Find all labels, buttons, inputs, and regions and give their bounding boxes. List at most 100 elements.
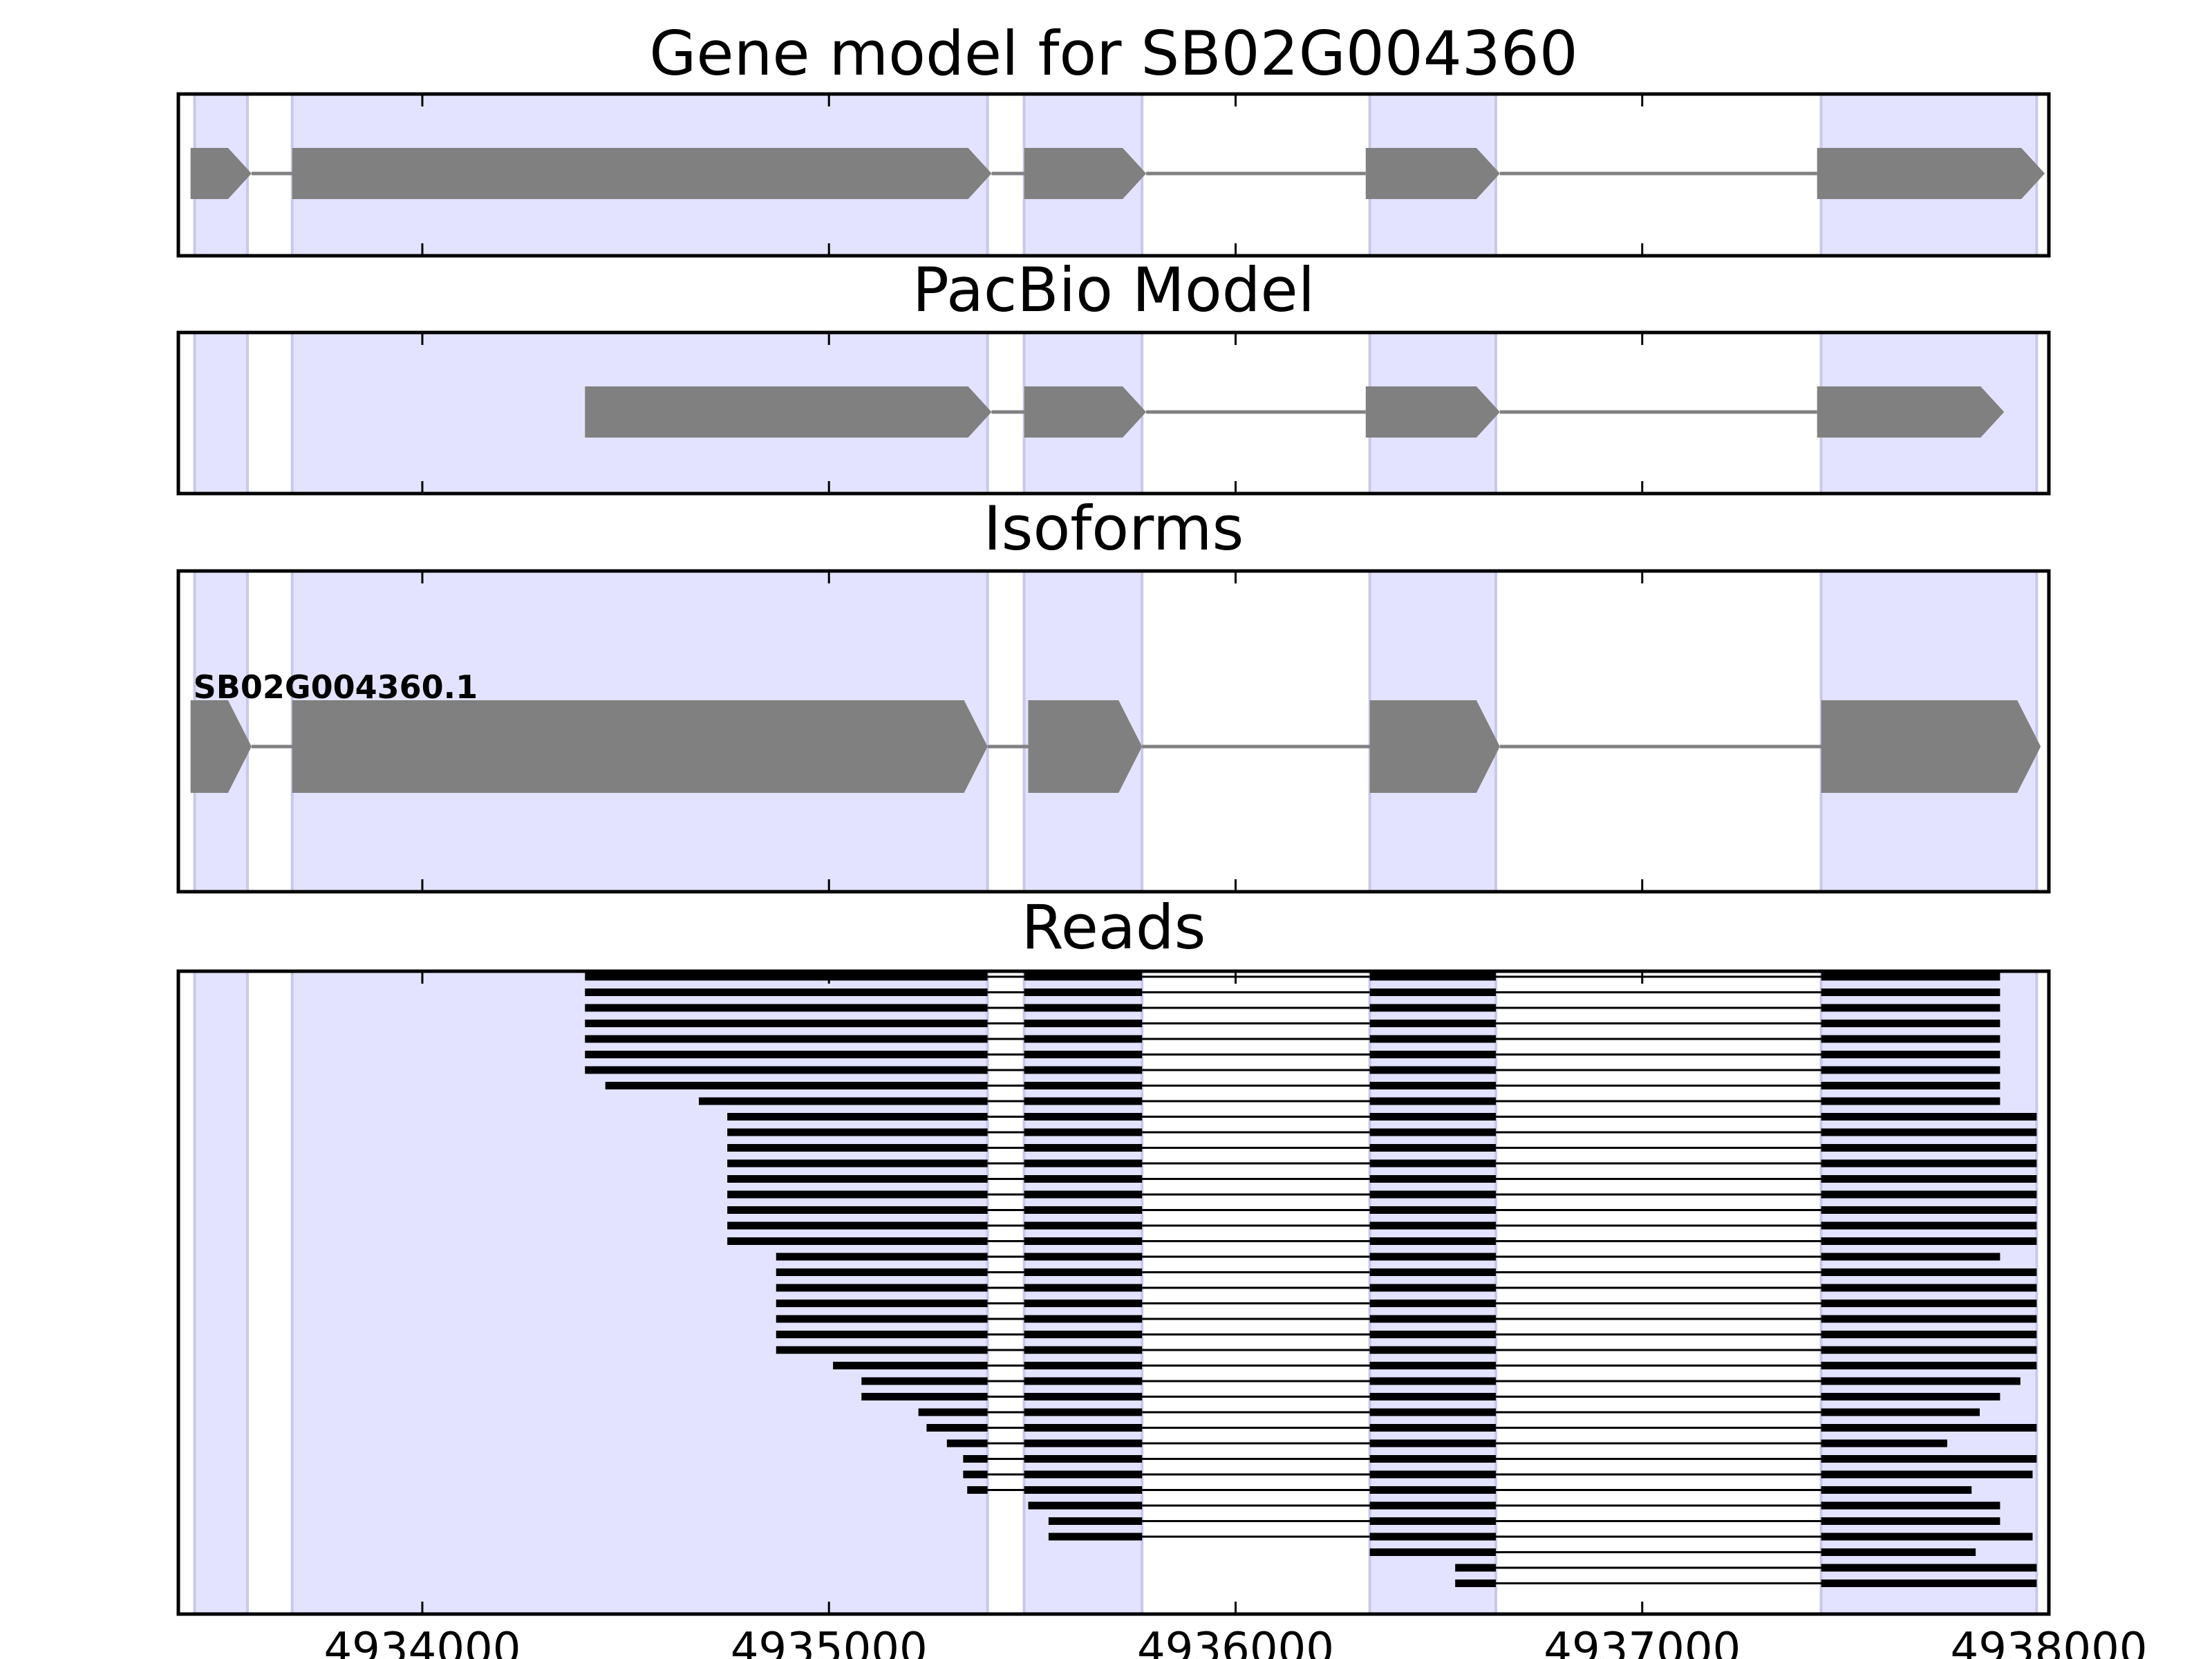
read-exon-block	[776, 1253, 988, 1261]
exon-arrow	[190, 148, 252, 199]
read-exon-block	[1821, 1408, 1980, 1416]
read-exon-block	[1024, 1408, 1143, 1416]
read-exon-block	[1369, 1082, 1496, 1089]
exon-arrow	[1028, 700, 1143, 793]
read-exon-block	[727, 1237, 988, 1245]
read-exon-block	[605, 1082, 988, 1089]
read-exon-block	[1369, 1268, 1496, 1276]
read-exon-block	[1821, 1066, 2000, 1074]
read-exon-block	[1369, 1035, 1496, 1043]
read-exon-block	[1821, 1315, 2037, 1323]
x-tick-label: 4934000	[324, 1624, 521, 1659]
panel-title: PacBio Model	[912, 254, 1315, 326]
read-exon-block	[1024, 1051, 1143, 1058]
read-row	[776, 1331, 2037, 1338]
read-exon-block	[585, 1020, 988, 1027]
read-exon-block	[1821, 1253, 2000, 1261]
read-row	[585, 1020, 2000, 1027]
exon-arrow	[585, 386, 992, 438]
read-exon-block	[1821, 1501, 2000, 1510]
read-exon-block	[1369, 1501, 1496, 1510]
read-row	[727, 1190, 2037, 1199]
read-exon-block	[1024, 1004, 1143, 1012]
read-exon-block	[1821, 1097, 2000, 1105]
exon-arrow	[190, 700, 252, 793]
read-exon-block	[1821, 1377, 2021, 1385]
read-exon-block	[585, 1004, 988, 1012]
read-exon-block	[1024, 1268, 1143, 1276]
read-row	[727, 1128, 2037, 1136]
read-exon-block	[1024, 1439, 1143, 1447]
read-row	[727, 1221, 2037, 1230]
read-exon-block	[727, 1159, 988, 1168]
read-exon-block	[1821, 1424, 2037, 1432]
read-row	[1048, 1517, 2000, 1525]
read-exon-block	[1369, 1221, 1496, 1230]
read-exon-block	[833, 1362, 988, 1369]
read-exon-block	[1821, 1144, 2037, 1152]
read-exon-block	[1369, 1051, 1496, 1058]
exon-region-band	[290, 970, 989, 1615]
read-exon-block	[1024, 1455, 1143, 1463]
read-row	[1028, 1501, 2000, 1510]
read-exon-block	[1821, 1564, 2037, 1572]
x-tick-label: 4938000	[1950, 1624, 2147, 1659]
read-exon-block	[1024, 1284, 1143, 1292]
read-exon-block	[1369, 1470, 1496, 1479]
read-exon-block	[963, 1470, 988, 1479]
read-exon-block	[918, 1408, 988, 1416]
read-exon-block	[585, 1051, 988, 1058]
read-row	[727, 1237, 2037, 1245]
read-exon-block	[1024, 1237, 1143, 1245]
read-exon-block	[1821, 1470, 2033, 1479]
read-exon-block	[1821, 1237, 2037, 1245]
read-exon-block	[1821, 1300, 2037, 1307]
isoform-label: SB02G004360.1	[194, 668, 478, 706]
read-row	[776, 1268, 2037, 1276]
read-exon-block	[1369, 1393, 1496, 1400]
panel-frame	[176, 330, 2051, 496]
read-exon-block	[1821, 1175, 2037, 1183]
read-exon-block	[1024, 1020, 1143, 1027]
panels-layer: Gene model for SB02G004360 PacBio Model Is…	[176, 18, 2148, 1659]
read-exon-block	[1821, 1548, 1976, 1556]
read-exon-block	[1821, 1004, 2000, 1012]
read-row	[585, 1051, 2000, 1058]
read-exon-block	[1369, 1175, 1496, 1183]
read-exon-block	[1369, 1237, 1496, 1245]
read-exon-block	[1024, 1486, 1143, 1494]
read-exon-block	[1028, 1501, 1143, 1510]
read-exon-block	[1024, 1082, 1143, 1089]
panel-title: Gene model for SB02G004360	[649, 18, 1578, 89]
exon-arrow	[1365, 386, 1500, 438]
read-exon-block	[1821, 1486, 1972, 1494]
read-exon-block	[727, 1113, 988, 1121]
panel-frame	[176, 569, 2051, 894]
read-exon-block	[585, 1066, 988, 1074]
read-exon-block	[1369, 1284, 1496, 1292]
read-exon-block	[1048, 1517, 1143, 1525]
read-row	[946, 1439, 1947, 1447]
panel-frame	[176, 92, 2051, 258]
x-tick-label: 4936000	[1137, 1624, 1334, 1659]
read-exon-block	[727, 1190, 988, 1199]
read-exon-block	[585, 1035, 988, 1043]
panel-3: Isoforms SB02G004360.1	[176, 493, 2051, 894]
read-row	[1455, 1580, 2037, 1587]
read-row	[967, 1486, 1972, 1494]
read-exon-block	[1369, 1346, 1496, 1354]
exon-arrow	[1821, 700, 2041, 793]
read-exon-block	[1821, 1051, 2000, 1058]
read-exon-block	[1024, 1128, 1143, 1136]
read-exon-block	[1024, 1159, 1143, 1168]
read-row	[1455, 1564, 2037, 1572]
read-row	[776, 1346, 2037, 1354]
read-exon-block	[1369, 1159, 1496, 1168]
read-exon-block	[1821, 1113, 2037, 1121]
exon-arrow	[1024, 148, 1147, 199]
panel-frame	[176, 969, 2051, 1616]
read-exon-block	[926, 1424, 988, 1432]
read-row	[861, 1393, 2000, 1400]
read-row	[776, 1315, 2037, 1323]
